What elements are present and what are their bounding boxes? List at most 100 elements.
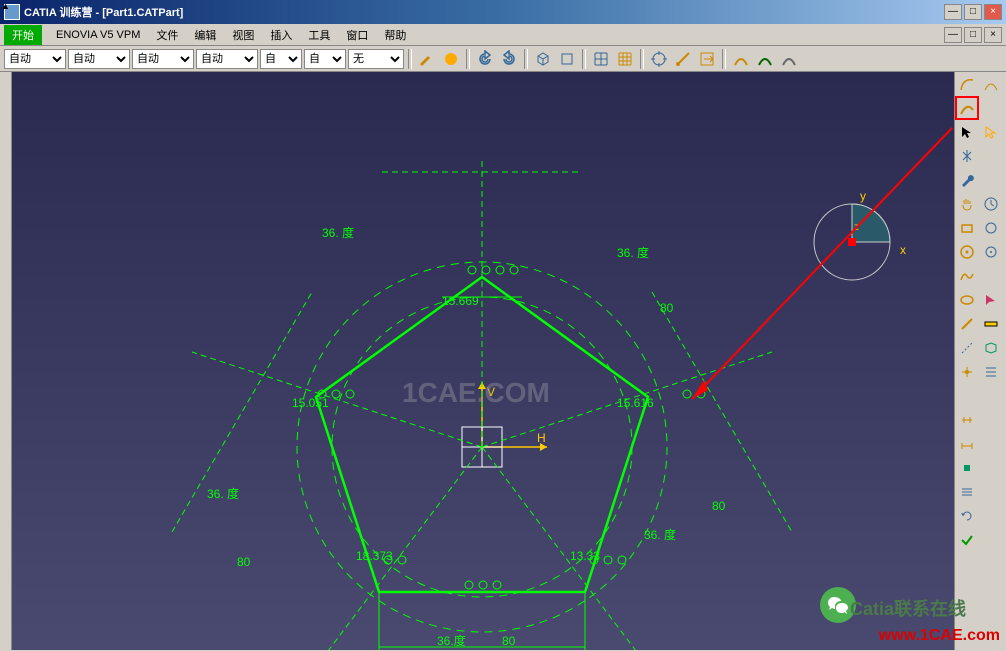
main-area: ▲ y x z H V — [0, 72, 1006, 650]
menu-edit[interactable]: 编辑 — [186, 25, 224, 45]
svg-text:80: 80 — [237, 555, 251, 569]
select-3[interactable]: 自动 — [132, 49, 194, 69]
svg-text:15.616: 15.616 — [617, 396, 654, 410]
tool-b-icon[interactable] — [979, 144, 1003, 168]
fix-icon[interactable] — [955, 456, 979, 480]
svg-text:36.度: 36.度 — [437, 633, 466, 648]
arc1-icon[interactable] — [730, 48, 752, 70]
arc-tool-icon[interactable] — [979, 72, 1003, 96]
cursor2-icon[interactable] — [979, 120, 1003, 144]
cursor-icon[interactable] — [955, 120, 979, 144]
undo-icon[interactable] — [474, 48, 496, 70]
minimize-button[interactable]: — — [944, 4, 962, 20]
rect-icon[interactable] — [955, 216, 979, 240]
menu-bar: 开始 ENOVIA V5 VPM 文件 编辑 视图 插入 工具 窗口 帮助 — … — [0, 24, 1006, 46]
select-2[interactable]: 自动 — [68, 49, 130, 69]
tool-d-icon[interactable] — [979, 264, 1003, 288]
menu-start[interactable]: 开始 — [4, 25, 42, 45]
menu-help[interactable]: 帮助 — [376, 25, 414, 45]
svg-text:15.669: 15.669 — [442, 294, 479, 308]
profile-icon[interactable] — [955, 72, 979, 96]
menu-window[interactable]: 窗口 — [338, 25, 376, 45]
doc-close-button[interactable]: × — [984, 27, 1002, 43]
separator — [524, 49, 528, 69]
grid2-icon[interactable] — [614, 48, 636, 70]
menu-tools[interactable]: 工具 — [300, 25, 338, 45]
doc-maximize-button[interactable]: □ — [964, 27, 982, 43]
close-button[interactable]: × — [984, 4, 1002, 20]
ruler-marker: ▲ — [0, 0, 11, 12]
maximize-button[interactable]: □ — [964, 4, 982, 20]
separator — [582, 49, 586, 69]
select-6[interactable]: 自 — [304, 49, 346, 69]
tool-icon[interactable] — [979, 96, 1003, 120]
tool-i-icon[interactable] — [979, 456, 1003, 480]
list-icon[interactable] — [979, 360, 1003, 384]
line-icon[interactable] — [955, 312, 979, 336]
arc3-icon[interactable] — [778, 48, 800, 70]
watermark-url: www.1CAE.com — [879, 627, 1000, 645]
tool-g-icon[interactable] — [979, 408, 1003, 432]
circle-dot-icon[interactable] — [955, 240, 979, 264]
circle2-icon[interactable] — [979, 240, 1003, 264]
exit-icon[interactable] — [696, 48, 718, 70]
constraint-icon[interactable] — [955, 408, 979, 432]
arc-highlighted-icon[interactable] — [955, 96, 979, 120]
cube2-icon[interactable] — [556, 48, 578, 70]
paint-icon[interactable] — [440, 48, 462, 70]
tool-h-icon[interactable] — [979, 432, 1003, 456]
circle-small-icon[interactable] — [979, 216, 1003, 240]
svg-text:80: 80 — [660, 301, 674, 315]
cube-icon[interactable] — [532, 48, 554, 70]
menu-enovia[interactable]: ENOVIA V5 VPM — [48, 27, 148, 43]
separator — [408, 49, 412, 69]
tool-k-icon[interactable] — [979, 504, 1003, 528]
tool-c-icon[interactable] — [979, 168, 1003, 192]
grid-icon[interactable] — [590, 48, 612, 70]
point-icon[interactable] — [955, 360, 979, 384]
lines-icon[interactable] — [955, 480, 979, 504]
wrench-icon[interactable] — [955, 168, 979, 192]
canvas-watermark: 1CAE.COM — [402, 377, 550, 408]
refresh-icon[interactable] — [955, 504, 979, 528]
tool-f-icon[interactable] — [979, 384, 1003, 408]
separator — [722, 49, 726, 69]
right-toolbar — [954, 72, 1006, 650]
tool-e-icon[interactable] — [955, 384, 979, 408]
menu-insert[interactable]: 插入 — [262, 25, 300, 45]
spline-icon[interactable] — [955, 264, 979, 288]
select-4[interactable]: 自动 — [196, 49, 258, 69]
compass[interactable]: y x z — [814, 189, 906, 280]
select-1[interactable]: 自动 — [4, 49, 66, 69]
mirror-icon[interactable] — [955, 144, 979, 168]
annotation-arrow — [692, 128, 952, 399]
clock-icon[interactable] — [979, 192, 1003, 216]
arc2-icon[interactable] — [754, 48, 776, 70]
svg-text:x: x — [900, 243, 906, 257]
hand-icon[interactable] — [955, 192, 979, 216]
select-none[interactable]: 无 — [348, 49, 404, 69]
check-icon[interactable] — [955, 528, 979, 552]
menu-view[interactable]: 视图 — [224, 25, 262, 45]
sketch-canvas[interactable]: y x z H V — [12, 72, 954, 650]
dim-icon[interactable] — [955, 432, 979, 456]
box3d-icon[interactable] — [979, 336, 1003, 360]
separator — [466, 49, 470, 69]
measure-icon[interactable] — [979, 312, 1003, 336]
brush-icon[interactable] — [416, 48, 438, 70]
select-5[interactable]: 自 — [260, 49, 302, 69]
doc-minimize-button[interactable]: — — [944, 27, 962, 43]
menu-file[interactable]: 文件 — [148, 25, 186, 45]
svg-text:80: 80 — [712, 499, 726, 513]
axis-icon[interactable] — [955, 336, 979, 360]
target-icon[interactable] — [648, 48, 670, 70]
tool-j-icon[interactable] — [979, 480, 1003, 504]
title-bar: CATIA 训练营 - [Part1.CATPart] — □ × — [0, 0, 1006, 24]
tool-l-icon[interactable] — [979, 528, 1003, 552]
ellipse-icon[interactable] — [955, 288, 979, 312]
cursor3-icon[interactable] — [979, 288, 1003, 312]
svg-text:36. 度: 36. 度 — [322, 225, 354, 240]
toolbar: 自动 自动 自动 自动 自 自 无 — [0, 46, 1006, 72]
redo-icon[interactable] — [498, 48, 520, 70]
sketch-icon[interactable] — [672, 48, 694, 70]
